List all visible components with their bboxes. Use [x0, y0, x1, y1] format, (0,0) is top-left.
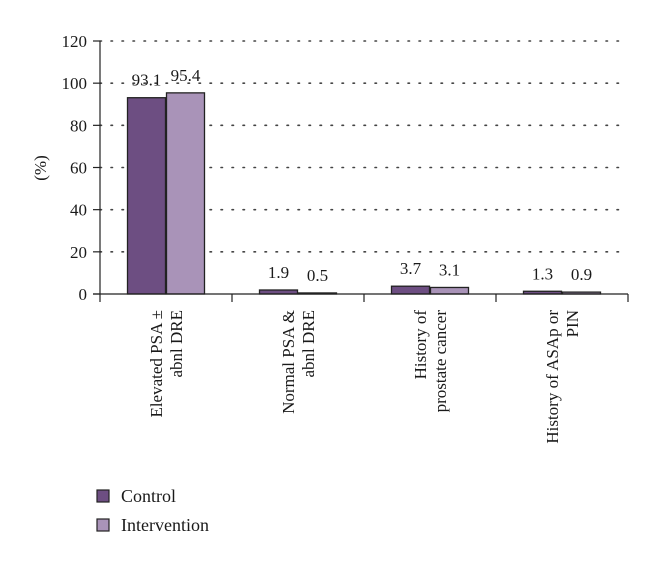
- x-category-label: History of prostate cancer: [411, 310, 450, 413]
- y-tick-label: 120: [62, 32, 88, 51]
- legend-swatch-control: [96, 489, 110, 503]
- bar-intervention: [165, 92, 206, 295]
- y-tick-label: 0: [79, 285, 88, 304]
- y-tick-label: 60: [70, 159, 87, 178]
- data-label: 95.4: [171, 66, 201, 85]
- data-label: 3.1: [439, 260, 460, 279]
- x-category-label-line: abnl DRE: [167, 310, 186, 378]
- y-tick-label: 40: [70, 201, 87, 220]
- x-category-label: Elevated PSA ± abnl DRE: [147, 310, 186, 418]
- bar-intervention: [429, 286, 470, 295]
- x-category-label-line: Normal PSA &: [279, 310, 298, 414]
- legend-label: Control: [121, 486, 176, 506]
- y-tick-label: 20: [70, 243, 87, 262]
- bar-control: [258, 289, 299, 295]
- x-category-label-line: PIN: [563, 310, 582, 337]
- y-axis-title: (%): [31, 155, 50, 180]
- data-label: 3.7: [400, 259, 422, 278]
- y-tick-label: 80: [70, 116, 87, 135]
- x-category-label: Normal PSA & abnl DRE: [279, 310, 318, 414]
- data-label: 1.9: [268, 263, 289, 282]
- legend: Control Intervention: [96, 486, 209, 535]
- x-category-label-line: Elevated PSA ±: [147, 310, 166, 418]
- y-axis: 0 20 40 60 80 100 120: [62, 32, 101, 304]
- data-label: 1.3: [532, 264, 553, 283]
- x-category-label-line: abnl DRE: [299, 310, 318, 378]
- x-category-label-line: prostate cancer: [431, 310, 450, 413]
- bar-control: [126, 97, 167, 295]
- bar-control: [390, 285, 431, 295]
- x-category-label: History of ASAp or PIN: [543, 310, 582, 444]
- data-label: 0.9: [571, 265, 592, 284]
- data-label: 93.1: [132, 71, 162, 90]
- y-tick-label: 100: [62, 74, 88, 93]
- bars: 93.1 95.4 1.9 0.5 3.7 3.1 1.3 0.9: [126, 66, 602, 295]
- x-axis: Elevated PSA ± abnl DRE Normal PSA & abnl D…: [93, 293, 629, 444]
- legend-swatch-intervention: [96, 518, 110, 532]
- x-category-label-line: History of ASAp or: [543, 310, 562, 444]
- data-label: 0.5: [307, 266, 328, 285]
- x-category-label-line: History of: [411, 310, 430, 380]
- legend-label: Intervention: [121, 515, 209, 535]
